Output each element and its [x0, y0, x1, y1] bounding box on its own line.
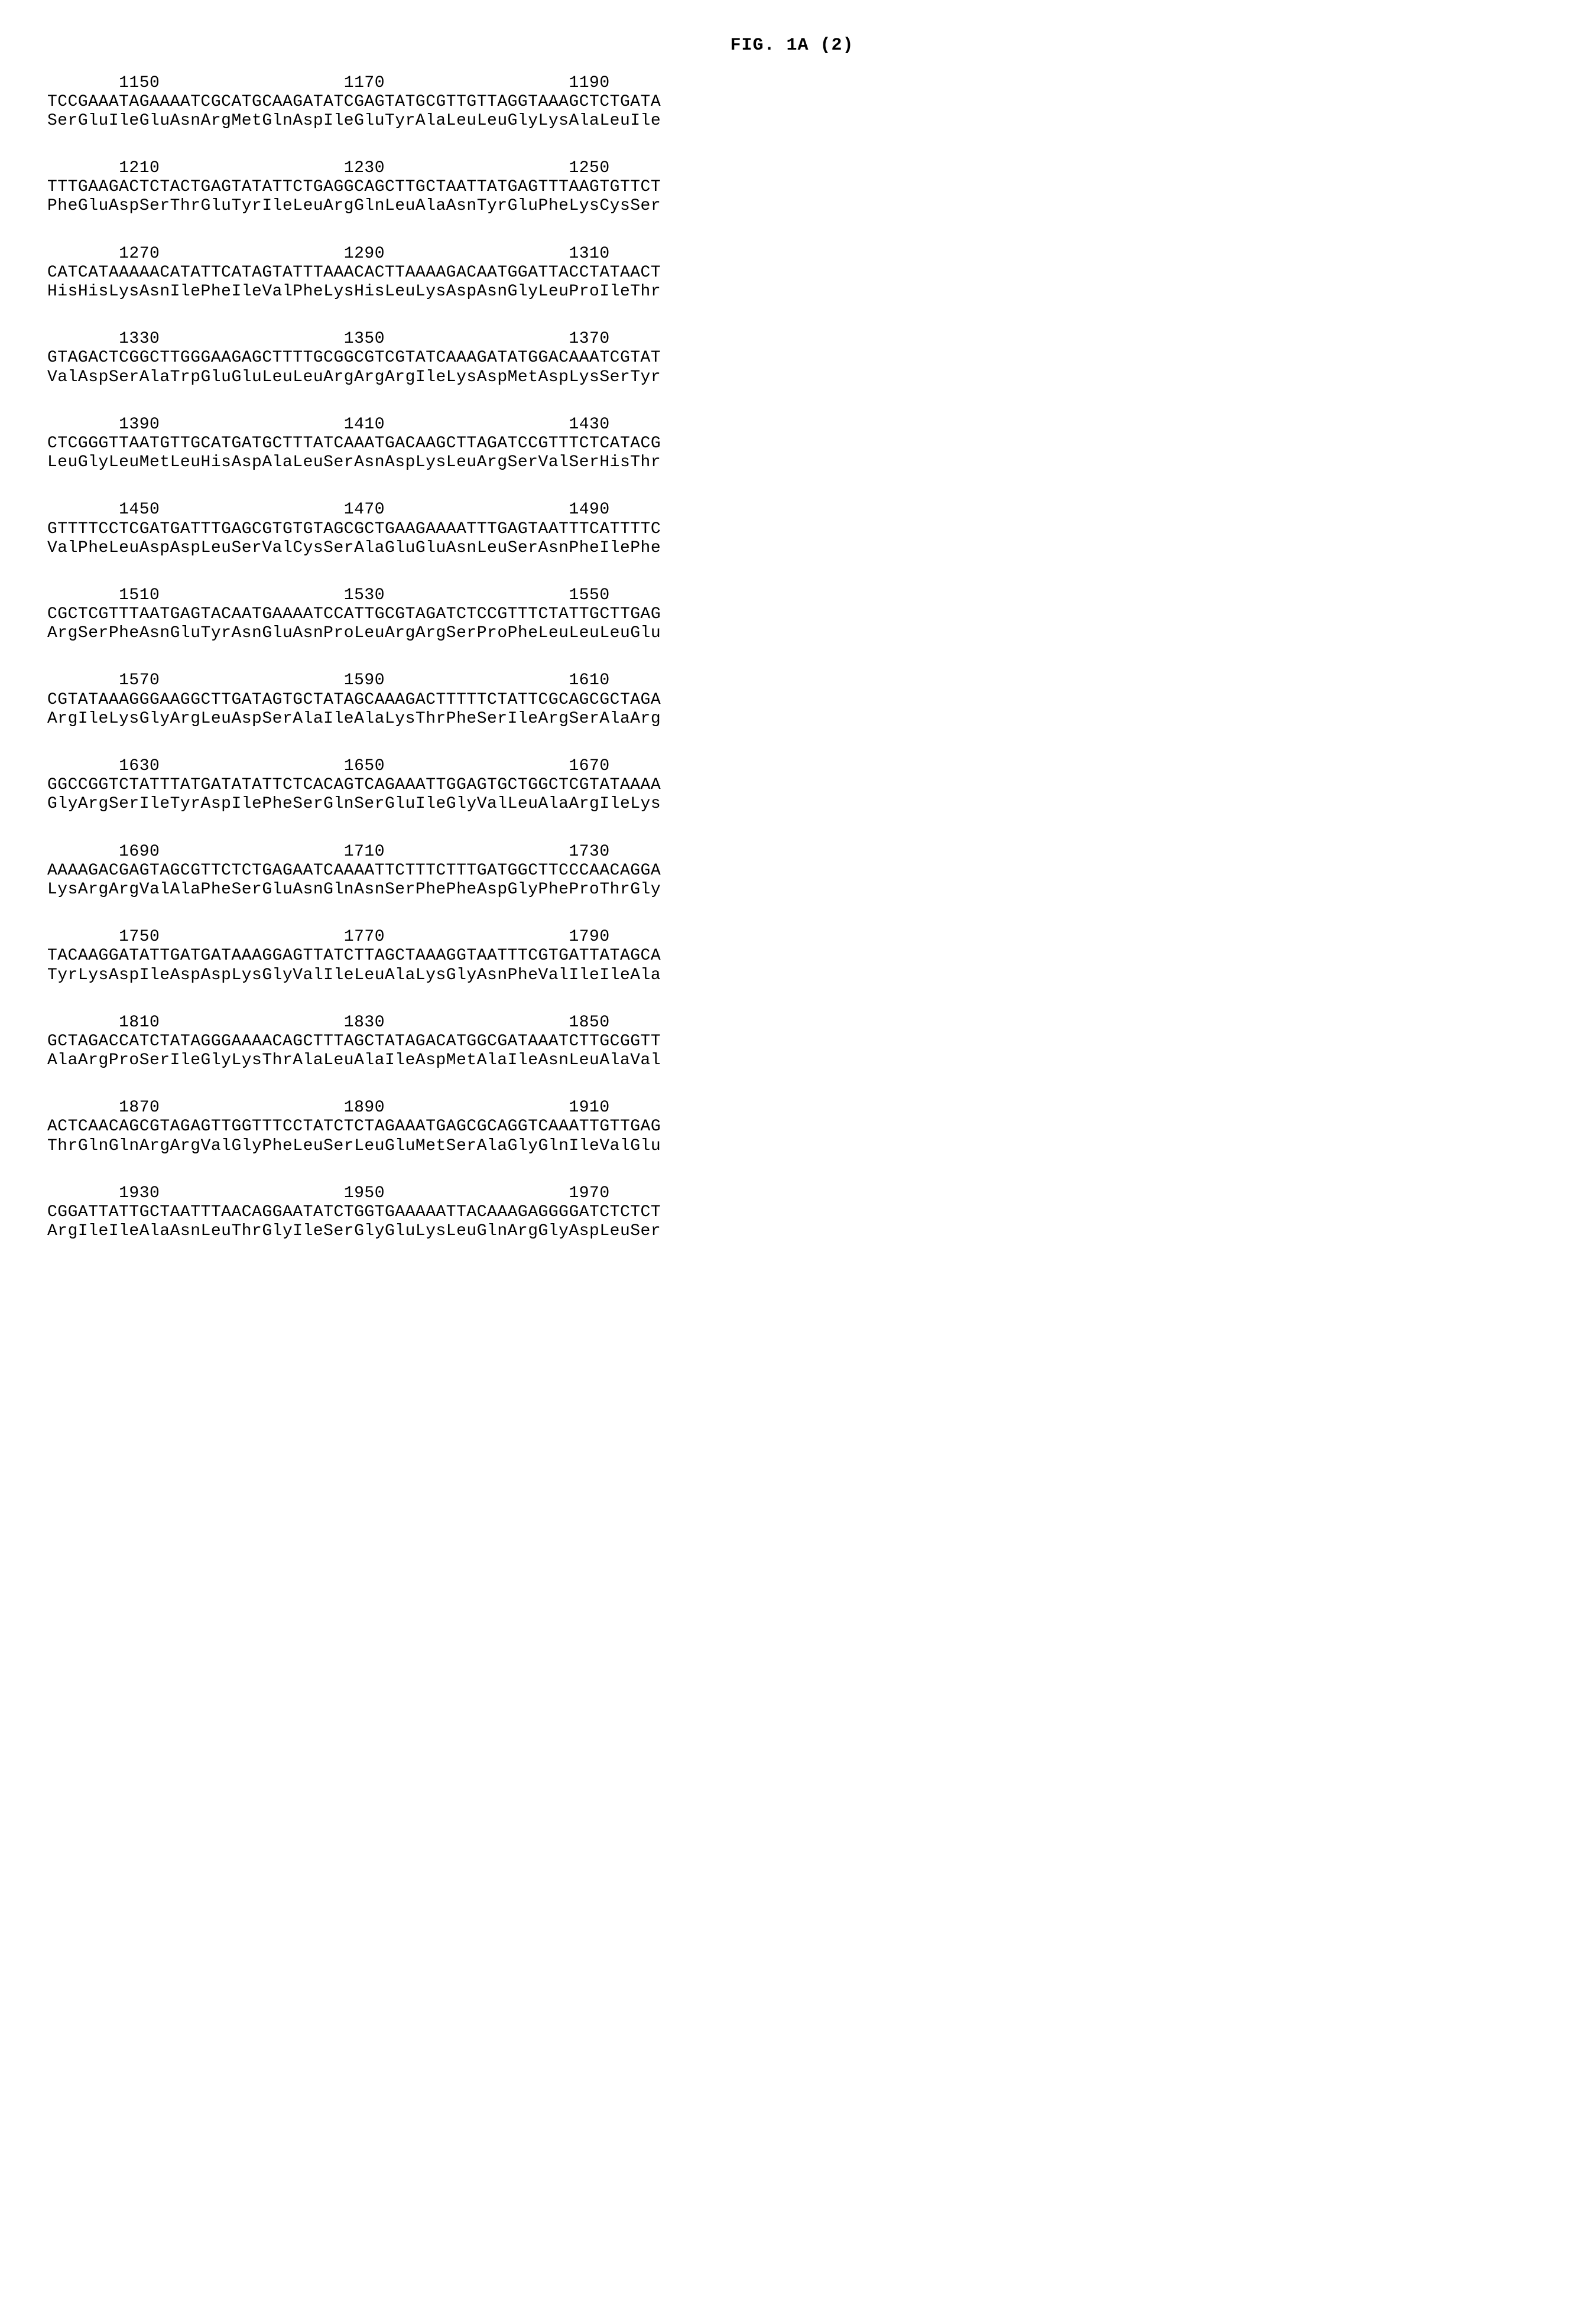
- sequence-block: 1810 1830 1850GCTAGACCATCTATAGGGAAAACAGC…: [47, 1013, 1537, 1071]
- nucleotide-row: ACTCAACAGCGTAGAGTTGGTTTCCTATCTCTAGAAATGA…: [47, 1117, 1537, 1136]
- sequence-block: 1210 1230 1250TTTGAAGACTCTACTGAGTATATTCT…: [47, 159, 1537, 216]
- nucleotide-row: CTCGGGTTAATGTTGCATGATGCTTTATCAAATGACAAGC…: [47, 434, 1537, 453]
- position-row: 1270 1290 1310: [47, 245, 1537, 264]
- sequence-block: 1510 1530 1550CGCTCGTTTAATGAGTACAATGAAAA…: [47, 586, 1537, 643]
- amino-acid-row: ArgSerPheAsnGluTyrAsnGluAsnProLeuArgArgS…: [47, 624, 1537, 643]
- sequence-block: 1150 1170 1190TCCGAAATAGAAAATCGCATGCAAGA…: [47, 74, 1537, 131]
- sequence-block: 1450 1470 1490GTTTTCCTCGATGATTTGAGCGTGTG…: [47, 500, 1537, 558]
- sequence-block: 1690 1710 1730AAAAGACGAGTAGCGTTCTCTGAGAA…: [47, 843, 1537, 900]
- sequence-block: 1870 1890 1910ACTCAACAGCGTAGAGTTGGTTTCCT…: [47, 1098, 1537, 1156]
- sequence-block: 1630 1650 1670GGCCGGTCTATTTATGATATATTCTC…: [47, 757, 1537, 814]
- nucleotide-row: AAAAGACGAGTAGCGTTCTCTGAGAATCAAAATTCTTTCT…: [47, 862, 1537, 880]
- amino-acid-row: TyrLysAspIleAspAspLysGlyValIleLeuAlaLysG…: [47, 966, 1537, 985]
- sequence-block: 1750 1770 1790TACAAGGATATTGATGATAAAGGAGT…: [47, 928, 1537, 985]
- position-row: 1630 1650 1670: [47, 757, 1537, 776]
- amino-acid-row: ValPheLeuAspAspLeuSerValCysSerAlaGluGluA…: [47, 539, 1537, 558]
- position-row: 1870 1890 1910: [47, 1098, 1537, 1117]
- amino-acid-row: ArgIleIleAlaAsnLeuThrGlyIleSerGlyGluLysL…: [47, 1222, 1537, 1241]
- nucleotide-row: GTAGACTCGGCTTGGGAAGAGCTTTTGCGGCGTCGTATCA…: [47, 349, 1537, 368]
- sequence-block: 1930 1950 1970CGGATTATTGCTAATTTAACAGGAAT…: [47, 1184, 1537, 1241]
- position-row: 1450 1470 1490: [47, 500, 1537, 519]
- sequence-block: 1390 1410 1430CTCGGGTTAATGTTGCATGATGCTTT…: [47, 415, 1537, 473]
- amino-acid-row: LeuGlyLeuMetLeuHisAspAlaLeuSerAsnAspLysL…: [47, 453, 1537, 472]
- nucleotide-row: TTTGAAGACTCTACTGAGTATATTCTGAGGCAGCTTGCTA…: [47, 178, 1537, 197]
- amino-acid-row: GlyArgSerIleTyrAspIlePheSerGlnSerGluIleG…: [47, 795, 1537, 814]
- amino-acid-row: PheGluAspSerThrGluTyrIleLeuArgGlnLeuAlaA…: [47, 197, 1537, 216]
- position-row: 1330 1350 1370: [47, 330, 1537, 349]
- nucleotide-row: CGTATAAAGGGAAGGCTTGATAGTGCTATAGCAAAGACTT…: [47, 691, 1537, 710]
- nucleotide-row: CGCTCGTTTAATGAGTACAATGAAAATCCATTGCGTAGAT…: [47, 605, 1537, 624]
- nucleotide-row: TCCGAAATAGAAAATCGCATGCAAGATATCGAGTATGCGT…: [47, 93, 1537, 112]
- sequence-block: 1330 1350 1370GTAGACTCGGCTTGGGAAGAGCTTTT…: [47, 330, 1537, 387]
- sequence-block: 1270 1290 1310CATCATAAAAACATATTCATAGTATT…: [47, 245, 1537, 302]
- position-row: 1690 1710 1730: [47, 843, 1537, 862]
- amino-acid-row: SerGluIleGluAsnArgMetGlnAspIleGluTyrAlaL…: [47, 112, 1537, 131]
- amino-acid-row: AlaArgProSerIleGlyLysThrAlaLeuAlaIleAspM…: [47, 1051, 1537, 1070]
- nucleotide-row: GTTTTCCTCGATGATTTGAGCGTGTGTAGCGCTGAAGAAA…: [47, 520, 1537, 539]
- position-row: 1150 1170 1190: [47, 74, 1537, 93]
- nucleotide-row: TACAAGGATATTGATGATAAAGGAGTTATCTTAGCTAAAG…: [47, 947, 1537, 966]
- position-row: 1930 1950 1970: [47, 1184, 1537, 1203]
- amino-acid-row: HisHisLysAsnIlePheIleValPheLysHisLeuLysA…: [47, 282, 1537, 301]
- amino-acid-row: ThrGlnGlnArgArgValGlyPheLeuSerLeuGluMetS…: [47, 1137, 1537, 1156]
- sequence-block: 1570 1590 1610CGTATAAAGGGAAGGCTTGATAGTGC…: [47, 671, 1537, 729]
- position-row: 1810 1830 1850: [47, 1013, 1537, 1032]
- nucleotide-row: CGGATTATTGCTAATTTAACAGGAATATCTGGTGAAAAAT…: [47, 1203, 1537, 1222]
- position-row: 1570 1590 1610: [47, 671, 1537, 690]
- nucleotide-row: GCTAGACCATCTATAGGGAAAACAGCTTTAGCTATAGACA…: [47, 1032, 1537, 1051]
- position-row: 1750 1770 1790: [47, 928, 1537, 947]
- amino-acid-row: ValAspSerAlaTrpGluGluLeuLeuArgArgArgIleL…: [47, 368, 1537, 387]
- nucleotide-row: GGCCGGTCTATTTATGATATATTCTCACAGTCAGAAATTG…: [47, 776, 1537, 795]
- position-row: 1510 1530 1550: [47, 586, 1537, 605]
- amino-acid-row: ArgIleLysGlyArgLeuAspSerAlaIleAlaLysThrP…: [47, 710, 1537, 729]
- figure-title: FIG. 1A (2): [47, 35, 1537, 56]
- position-row: 1210 1230 1250: [47, 159, 1537, 178]
- sequence-container: 1150 1170 1190TCCGAAATAGAAAATCGCATGCAAGA…: [47, 74, 1537, 1241]
- nucleotide-row: CATCATAAAAACATATTCATAGTATTTAAACACTTAAAAG…: [47, 264, 1537, 282]
- position-row: 1390 1410 1430: [47, 415, 1537, 434]
- amino-acid-row: LysArgArgValAlaPheSerGluAsnGlnAsnSerPheP…: [47, 880, 1537, 899]
